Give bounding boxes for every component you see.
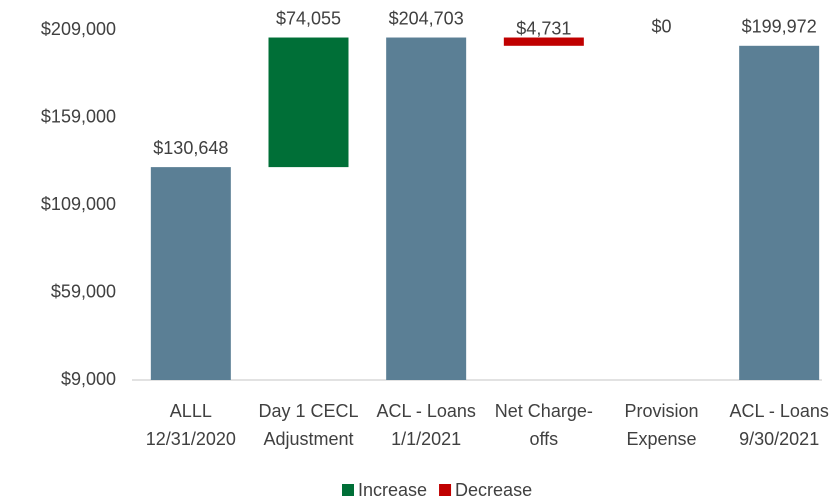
- y-tick-label: $9,000: [61, 369, 116, 389]
- value-label: $74,055: [276, 8, 341, 28]
- x-tick-label: ALLL: [170, 401, 212, 421]
- x-tick-label: Net Charge-: [495, 401, 593, 421]
- x-tick-label: Day 1 CECL: [258, 401, 358, 421]
- x-tick-label: offs: [529, 429, 558, 449]
- legend-label: Decrease: [455, 480, 532, 500]
- y-tick-label: $159,000: [41, 106, 116, 126]
- legend-swatch: [439, 484, 452, 496]
- bar: [503, 37, 584, 46]
- bar: [386, 37, 467, 381]
- value-label: $204,703: [389, 8, 464, 28]
- y-tick-label: $59,000: [51, 281, 116, 301]
- x-tick-label: Expense: [626, 429, 696, 449]
- x-tick-label: Adjustment: [263, 429, 353, 449]
- x-tick-label: 9/30/2021: [739, 429, 819, 449]
- bar: [268, 37, 349, 168]
- x-tick-label: 1/1/2021: [391, 429, 461, 449]
- bar: [739, 45, 820, 380]
- value-label: $0: [651, 17, 671, 37]
- x-tick-label: 12/31/2020: [146, 429, 236, 449]
- bar: [150, 167, 231, 380]
- y-tick-label: $109,000: [41, 194, 116, 214]
- value-label: $4,731: [516, 18, 571, 38]
- legend-label: Increase: [358, 480, 427, 500]
- value-label: $199,972: [742, 17, 817, 37]
- value-label: $130,648: [153, 138, 228, 158]
- x-tick-label: ACL - Loans: [729, 401, 828, 421]
- x-tick-label: ACL - Loans: [376, 401, 475, 421]
- legend-swatch: [342, 484, 354, 496]
- y-tick-label: $209,000: [41, 19, 116, 39]
- x-tick-label: Provision: [624, 401, 698, 421]
